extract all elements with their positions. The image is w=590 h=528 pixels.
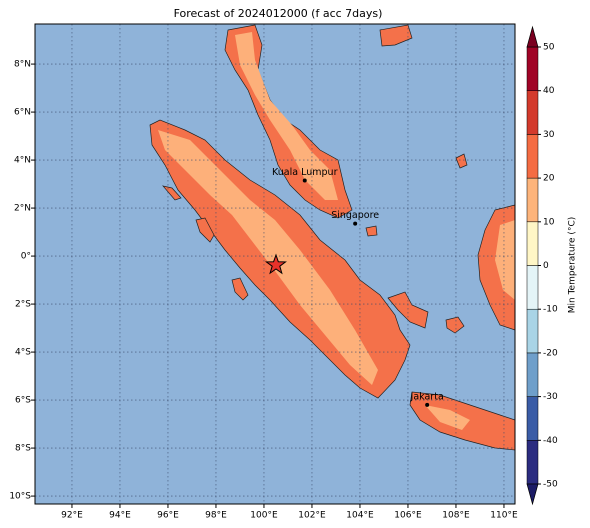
x-tick-label: 98°E — [205, 511, 227, 521]
colorbar-tick-label: -40 — [543, 436, 558, 446]
y-tick-label: 6°S — [15, 396, 31, 406]
x-tick-label: 108°E — [442, 511, 470, 521]
colorbar-tick-label: 10 — [543, 217, 555, 227]
colorbar-segment — [526, 308, 539, 354]
x-tick-label: 100°E — [250, 511, 278, 521]
y-tick-label: 6°N — [14, 108, 31, 118]
city-dot — [302, 178, 307, 183]
colorbar-segment — [526, 396, 539, 441]
city-label: Kuala Lumpur — [272, 167, 338, 178]
x-tick-label: 102°E — [298, 511, 326, 521]
colorbar-extend-high — [526, 25, 539, 48]
colorbar-tick-label: 40 — [543, 86, 555, 96]
colorbar-tick-label: 0 — [543, 261, 549, 271]
y-tick-label: 2°N — [14, 204, 31, 214]
colorbar-segment — [526, 46, 539, 91]
colorbar-tick-label: -20 — [543, 348, 558, 358]
y-tick-label: 8°N — [14, 60, 31, 70]
city-label: Singapore — [331, 210, 379, 221]
x-tick-label: 110°E — [490, 511, 518, 521]
x-tick-label: 94°E — [109, 511, 131, 521]
location-marker — [264, 253, 287, 275]
colorbar-segment — [526, 177, 539, 223]
y-tick-label: 10°S — [9, 492, 31, 502]
map-frame — [34, 23, 516, 505]
y-tick-label: 4°S — [15, 348, 31, 358]
colorbar-segment — [526, 134, 539, 179]
colorbar-tick-label: 50 — [543, 43, 555, 53]
colorbar-tick-label: -30 — [543, 392, 558, 402]
land — [149, 24, 516, 451]
colorbar-tick-label: -50 — [543, 480, 558, 490]
y-tick-label: 4°N — [14, 156, 31, 166]
x-tick-label: 104°E — [346, 511, 374, 521]
colorbar-tick-label: -10 — [543, 305, 558, 315]
grid — [35, 24, 515, 504]
x-tick-label: 92°E — [61, 511, 83, 521]
colorbar-segment — [526, 221, 539, 266]
colorbar-segment — [526, 440, 539, 485]
colorbar-segment — [526, 265, 539, 310]
colorbar-tick-label: 30 — [543, 130, 555, 140]
colorbar-tick-label: 20 — [543, 174, 555, 184]
y-tick-label: 0° — [21, 252, 31, 262]
city-dot — [353, 221, 358, 226]
y-tick-label: 2°S — [15, 300, 31, 310]
colorbar-segment — [526, 352, 539, 397]
x-tick-label: 96°E — [157, 511, 179, 521]
x-tick-label: 106°E — [394, 511, 422, 521]
y-tick-label: 8°S — [15, 444, 31, 454]
colorbar-label: Min Temperature (°C) — [568, 217, 578, 314]
map-title: Forecast of 2024012000 (f acc 7days) — [174, 7, 383, 20]
colorbar-extend-low — [526, 483, 539, 506]
colorbar-segment — [526, 90, 539, 135]
city-label: Jakarta — [410, 391, 444, 402]
city-dot — [425, 402, 430, 407]
